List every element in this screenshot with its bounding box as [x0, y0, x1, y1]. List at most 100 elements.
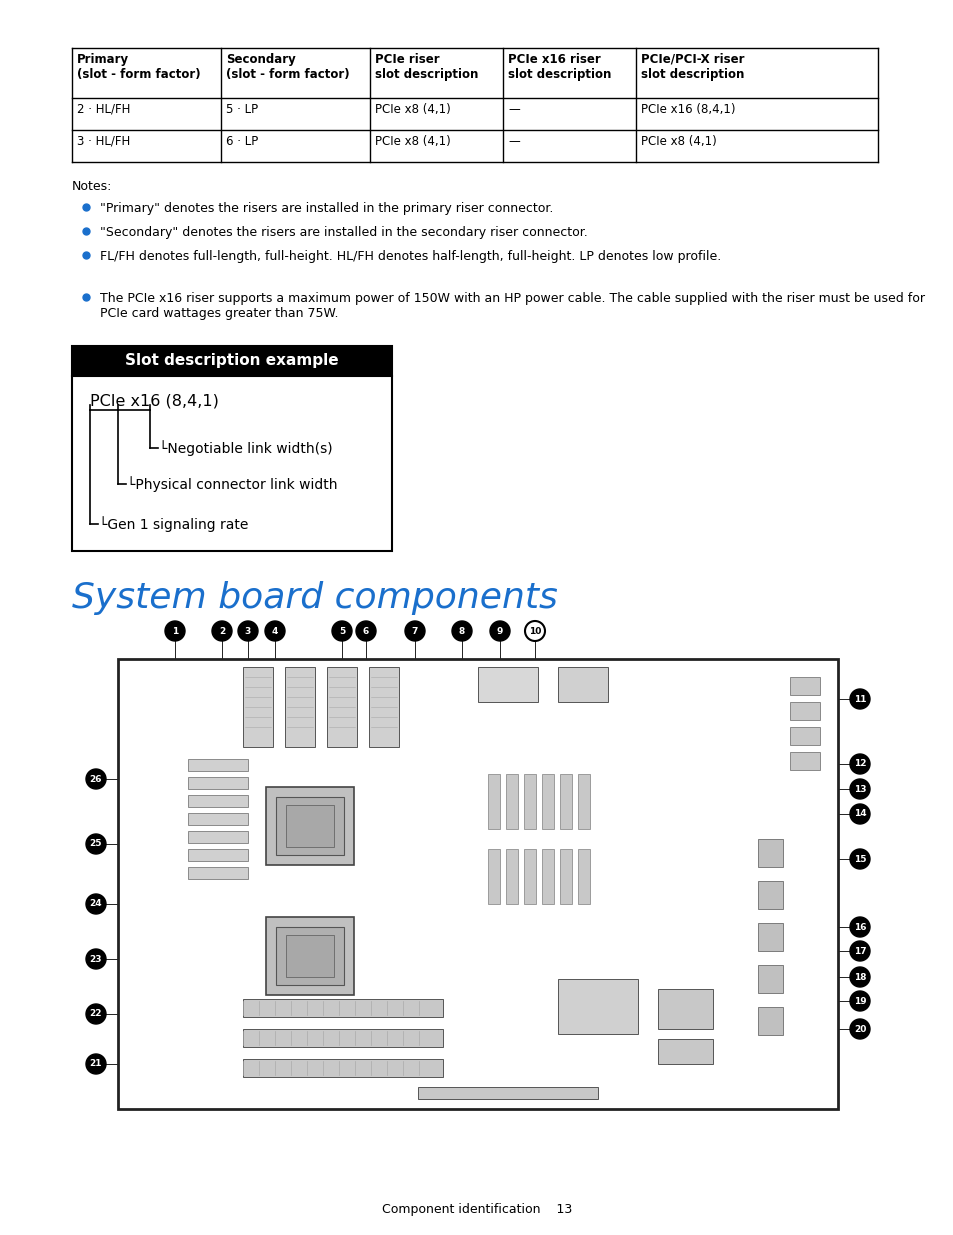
Bar	[188, 831, 248, 844]
Bar	[118, 659, 837, 1109]
Text: 16: 16	[853, 923, 865, 931]
Circle shape	[405, 621, 424, 641]
Text: 3 · HL/FH: 3 · HL/FH	[77, 135, 131, 148]
Text: 3: 3	[245, 626, 251, 636]
Bar	[285, 667, 314, 747]
Bar	[188, 795, 248, 806]
Text: 18: 18	[853, 972, 865, 982]
Bar	[758, 965, 782, 993]
Bar	[477, 667, 537, 701]
Circle shape	[86, 1053, 106, 1074]
Circle shape	[265, 621, 285, 641]
Circle shape	[212, 621, 232, 641]
Bar	[275, 927, 344, 986]
Bar	[188, 760, 248, 771]
Circle shape	[849, 848, 869, 869]
Circle shape	[86, 769, 106, 789]
Bar	[188, 867, 248, 879]
Text: 15: 15	[853, 855, 865, 863]
Text: 10: 10	[528, 626, 540, 636]
Text: 8: 8	[458, 626, 465, 636]
Bar	[523, 774, 536, 829]
Bar	[417, 1087, 598, 1099]
Circle shape	[86, 1004, 106, 1024]
Text: 7: 7	[412, 626, 417, 636]
Circle shape	[86, 894, 106, 914]
Text: 12: 12	[853, 760, 865, 768]
Bar	[789, 727, 820, 745]
Bar	[541, 774, 554, 829]
Circle shape	[237, 621, 257, 641]
Text: 23: 23	[90, 955, 102, 963]
Circle shape	[355, 621, 375, 641]
Bar	[559, 774, 572, 829]
Bar	[505, 774, 517, 829]
Text: —: —	[508, 135, 519, 148]
Text: System board components: System board components	[71, 580, 558, 615]
Text: 17: 17	[853, 946, 865, 956]
Bar	[758, 881, 782, 909]
Circle shape	[849, 804, 869, 824]
Circle shape	[524, 621, 544, 641]
Text: 2: 2	[218, 626, 225, 636]
Bar	[789, 752, 820, 769]
Bar	[523, 848, 536, 904]
Text: 25: 25	[90, 840, 102, 848]
Bar	[559, 848, 572, 904]
Text: └Negotiable link width(s): └Negotiable link width(s)	[159, 440, 333, 456]
Bar	[488, 848, 499, 904]
Text: Notes:: Notes:	[71, 180, 112, 193]
Text: Primary
(slot - form factor): Primary (slot - form factor)	[77, 53, 200, 82]
Bar	[541, 848, 554, 904]
Circle shape	[452, 621, 472, 641]
Text: PCIe x16 (8,4,1): PCIe x16 (8,4,1)	[90, 394, 218, 409]
Bar	[789, 701, 820, 720]
Circle shape	[165, 621, 185, 641]
Bar	[266, 918, 354, 995]
Text: 6 · LP: 6 · LP	[226, 135, 258, 148]
Text: PCIe x8 (4,1): PCIe x8 (4,1)	[375, 135, 451, 148]
Circle shape	[86, 834, 106, 853]
Text: └Gen 1 signaling rate: └Gen 1 signaling rate	[99, 516, 248, 532]
Bar	[71, 375, 392, 551]
Text: 2 · HL/FH: 2 · HL/FH	[77, 103, 131, 116]
Circle shape	[332, 621, 352, 641]
Bar	[505, 848, 517, 904]
Bar	[243, 667, 273, 747]
Text: PCIe x8 (4,1): PCIe x8 (4,1)	[375, 103, 451, 116]
Text: 13: 13	[853, 784, 865, 794]
Bar	[758, 923, 782, 951]
Text: 24: 24	[90, 899, 102, 909]
Bar	[286, 805, 334, 847]
Text: PCIe riser
slot description: PCIe riser slot description	[375, 53, 478, 82]
Text: 14: 14	[853, 809, 865, 819]
Text: Secondary
(slot - form factor): Secondary (slot - form factor)	[226, 53, 350, 82]
Text: 9: 9	[497, 626, 502, 636]
Text: 5: 5	[338, 626, 345, 636]
Text: 5 · LP: 5 · LP	[226, 103, 258, 116]
Bar	[275, 797, 344, 855]
Text: PCIe/PCI-X riser
slot description: PCIe/PCI-X riser slot description	[640, 53, 744, 82]
Bar	[286, 935, 334, 977]
Circle shape	[86, 948, 106, 969]
Circle shape	[849, 1019, 869, 1039]
Text: 1: 1	[172, 626, 178, 636]
Text: PCIe x8 (4,1): PCIe x8 (4,1)	[640, 135, 717, 148]
Bar	[789, 677, 820, 695]
Circle shape	[849, 967, 869, 987]
Bar	[658, 1039, 712, 1065]
Text: PCIe x16 (8,4,1): PCIe x16 (8,4,1)	[640, 103, 735, 116]
Bar	[578, 774, 589, 829]
Bar	[243, 999, 442, 1016]
Text: "Secondary" denotes the risers are installed in the secondary riser connector.: "Secondary" denotes the risers are insta…	[100, 226, 587, 240]
Text: Slot description example: Slot description example	[125, 353, 338, 368]
Text: 21: 21	[90, 1060, 102, 1068]
Text: 19: 19	[853, 997, 865, 1005]
Circle shape	[849, 990, 869, 1011]
Circle shape	[490, 621, 510, 641]
Text: 20: 20	[853, 1025, 865, 1034]
Bar	[188, 813, 248, 825]
Text: FL/FH denotes full-length, full-height. HL/FH denotes half-length, full-height. : FL/FH denotes full-length, full-height. …	[100, 249, 720, 263]
Bar	[488, 774, 499, 829]
Text: "Primary" denotes the risers are installed in the primary riser connector.: "Primary" denotes the risers are install…	[100, 203, 553, 215]
